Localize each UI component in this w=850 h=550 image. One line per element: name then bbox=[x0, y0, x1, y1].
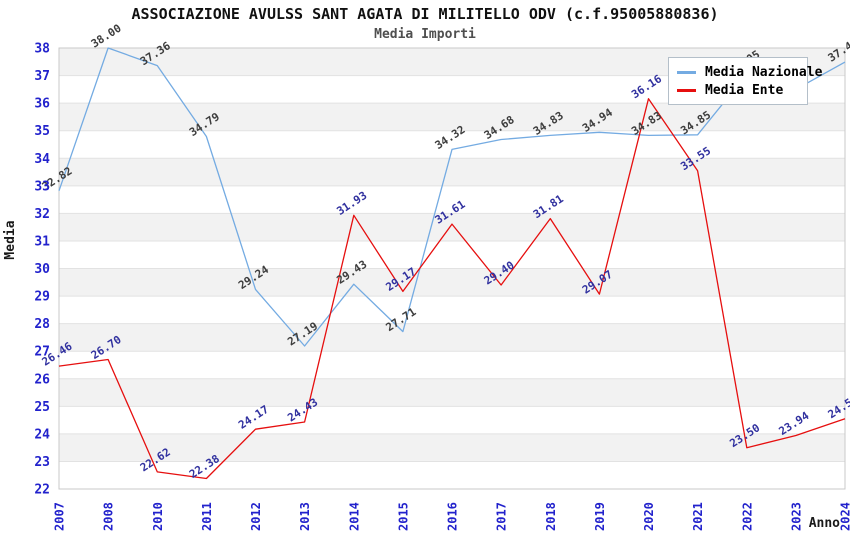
legend-item-media-nazionale: Media Nazionale bbox=[677, 63, 822, 81]
y-tick-label: 36 bbox=[34, 97, 50, 112]
plot-band bbox=[59, 158, 845, 186]
plot-band bbox=[59, 351, 845, 379]
y-tick-label: 31 bbox=[34, 234, 50, 249]
y-tick-label: 33 bbox=[34, 179, 50, 194]
plot-band bbox=[59, 323, 845, 352]
x-tick-label: 2022 bbox=[740, 502, 754, 531]
legend-label: Media Nazionale bbox=[705, 64, 823, 80]
plot-band bbox=[59, 433, 845, 462]
plot-band bbox=[59, 406, 845, 434]
series-line-1 bbox=[58, 98, 846, 480]
plot-band bbox=[59, 268, 845, 297]
y-tick-label: 32 bbox=[34, 207, 50, 222]
y-tick-label: 23 bbox=[34, 455, 50, 470]
x-tick-label: 2011 bbox=[200, 502, 214, 531]
plot-band bbox=[59, 378, 845, 407]
x-axis-title: Anno bbox=[809, 516, 840, 531]
y-tick-label: 28 bbox=[34, 317, 50, 332]
plot-band bbox=[59, 296, 845, 324]
x-tick-label: 2008 bbox=[102, 502, 116, 531]
series-line-0 bbox=[58, 47, 846, 347]
chart-legend: Media Nazionale Media Ente bbox=[668, 57, 822, 105]
legend-label: Media Ente bbox=[705, 82, 784, 98]
x-tick-label: 2010 bbox=[151, 502, 165, 531]
legend-swatch-blue-line-icon bbox=[677, 70, 696, 74]
x-tick-label: 2016 bbox=[446, 502, 460, 531]
y-tick-label: 29 bbox=[34, 290, 50, 305]
x-tick-label: 2020 bbox=[642, 502, 656, 531]
y-tick-label: 37 bbox=[34, 69, 50, 84]
y-tick-label: 38 bbox=[34, 42, 50, 57]
x-tick-label: 2021 bbox=[691, 502, 705, 531]
x-tick-label: 2015 bbox=[396, 502, 410, 531]
x-tick-label: 2024 bbox=[839, 502, 850, 531]
x-tick-label: 2019 bbox=[593, 502, 607, 531]
legend-swatch-red-line-icon bbox=[677, 88, 696, 92]
plot-band bbox=[59, 103, 845, 131]
y-tick-label: 24 bbox=[34, 427, 50, 442]
legend-item-media-ente: Media Ente bbox=[677, 81, 799, 99]
y-axis-title: Media bbox=[3, 220, 18, 259]
y-tick-label: 22 bbox=[34, 483, 50, 498]
plot-band bbox=[59, 213, 845, 241]
x-tick-label: 2007 bbox=[53, 502, 67, 531]
y-tick-label: 25 bbox=[34, 400, 50, 415]
chart-title: ASSOCIAZIONE AVULSS SANT AGATA DI MILITE… bbox=[131, 5, 719, 23]
x-tick-label: 2013 bbox=[298, 502, 312, 531]
y-tick-label: 34 bbox=[34, 152, 50, 167]
x-tick-label: 2018 bbox=[544, 502, 558, 531]
plot-band bbox=[59, 130, 845, 159]
plot-band bbox=[59, 185, 845, 214]
y-tick-label: 30 bbox=[34, 262, 50, 277]
x-tick-label: 2023 bbox=[789, 502, 803, 531]
plot-border bbox=[58, 47, 846, 490]
x-tick-label: 2012 bbox=[249, 502, 263, 531]
x-tick-label: 2017 bbox=[495, 502, 509, 531]
y-tick-label: 26 bbox=[34, 372, 50, 387]
y-tick-label: 27 bbox=[34, 345, 50, 360]
x-tick-label: 2014 bbox=[347, 502, 361, 531]
y-tick-label: 35 bbox=[34, 124, 50, 139]
chart-subtitle: Media Importi bbox=[374, 27, 476, 42]
plot-band bbox=[59, 461, 845, 489]
plot-band bbox=[59, 240, 845, 269]
